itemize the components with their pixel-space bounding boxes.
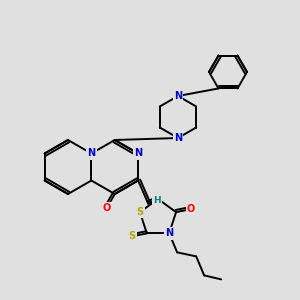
Text: N: N — [174, 133, 182, 143]
Text: N: N — [165, 228, 173, 239]
Text: N: N — [174, 91, 182, 101]
Text: O: O — [103, 203, 111, 213]
Text: S: S — [136, 207, 143, 217]
Text: O: O — [187, 204, 195, 214]
Text: N: N — [134, 148, 142, 158]
Text: H: H — [153, 196, 161, 205]
Text: S: S — [128, 231, 135, 242]
Text: N: N — [87, 148, 95, 158]
